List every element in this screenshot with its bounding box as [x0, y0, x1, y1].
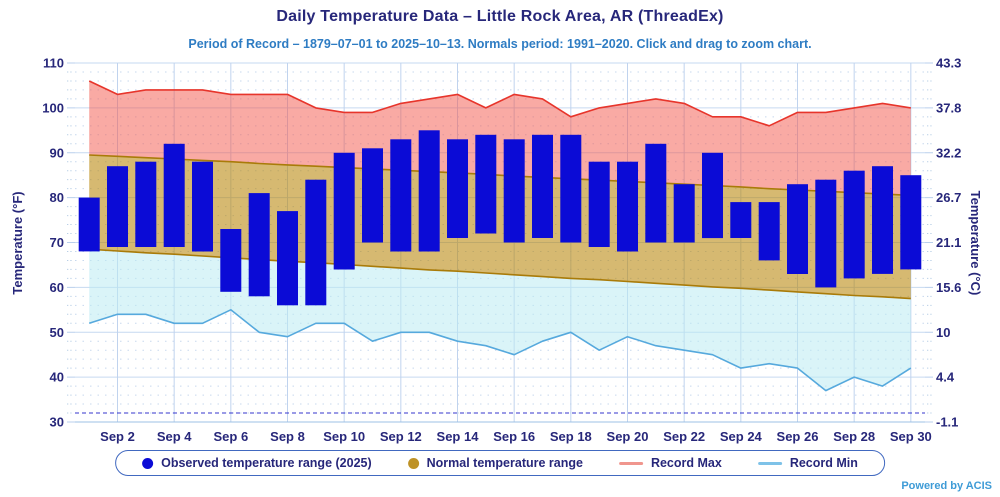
observed-range-bar[interactable] — [362, 148, 383, 243]
y-axis-label-f: 80 — [50, 190, 64, 205]
y-axis-label-f: 70 — [50, 235, 64, 250]
y-axis-title-celsius: Temperature (°C) — [968, 190, 983, 296]
y-axis-label-c: 37.8 — [936, 100, 961, 115]
observed-range-bar[interactable] — [135, 161, 157, 247]
legend-item-record-max[interactable]: Record Max — [618, 456, 722, 470]
legend-item-record-min[interactable]: Record Min — [757, 456, 858, 470]
observed-range-bar[interactable] — [673, 184, 695, 243]
observed-range-bar[interactable] — [560, 134, 582, 243]
y-axis-label-f: 90 — [50, 145, 64, 160]
x-axis-label: Sep 18 — [550, 429, 592, 444]
observed-range-marker-icon — [142, 457, 154, 469]
x-axis-label: Sep 4 — [157, 429, 192, 444]
observed-range-bar[interactable] — [78, 197, 100, 252]
x-axis-label: Sep 12 — [380, 429, 422, 444]
y-axis-label-f: 30 — [50, 415, 64, 430]
y-axis-title-fahrenheit: Temperature (°F) — [10, 191, 25, 295]
x-axis-label: Sep 28 — [833, 429, 875, 444]
x-axis-label: Sep 2 — [100, 429, 135, 444]
observed-range-bar[interactable] — [333, 152, 355, 270]
observed-range-bar[interactable] — [758, 202, 780, 261]
observed-range-bar[interactable] — [503, 139, 525, 243]
observed-range-bar[interactable] — [220, 229, 242, 292]
observed-range-bar[interactable] — [163, 143, 185, 247]
y-axis-label-f: 50 — [50, 325, 64, 340]
observed-range-bar[interactable] — [815, 179, 837, 288]
record-max-line[interactable] — [88, 80, 911, 127]
chart-title: Daily Temperature Data – Little Rock Are… — [276, 8, 724, 25]
observed-range-bar[interactable] — [532, 134, 553, 238]
legend: Observed temperature range (2025) Normal… — [115, 450, 885, 476]
y-axis-label-c: 10 — [936, 325, 950, 340]
y-axis-label-c: 26.7 — [936, 190, 961, 205]
x-axis-label: Sep 16 — [493, 429, 535, 444]
x-axis-label: Sep 14 — [437, 429, 480, 444]
x-axis-label: Sep 10 — [323, 429, 365, 444]
y-axis-label-c: 43.3 — [936, 56, 961, 71]
observed-range-bar[interactable] — [390, 139, 412, 252]
observed-range-bar[interactable] — [588, 161, 610, 247]
observed-range-bar[interactable] — [475, 134, 497, 234]
observed-range-bar[interactable] — [900, 175, 922, 270]
record-max-marker-icon — [618, 461, 643, 465]
x-axis-label: Sep 24 — [720, 429, 763, 444]
y-axis-label-c: 21.1 — [936, 235, 961, 250]
observed-range-bar[interactable] — [277, 211, 298, 306]
y-axis-label-c: 4.4 — [936, 370, 955, 385]
y-axis-label-f: 100 — [42, 100, 64, 115]
normal-range-marker-icon — [407, 457, 419, 469]
observed-range-bar[interactable] — [107, 166, 128, 247]
record-min-line[interactable] — [88, 308, 912, 392]
chart-subtitle: Period of Record – 1879–07–01 to 2025–10… — [188, 37, 812, 51]
y-axis-label-c: 15.6 — [936, 280, 961, 295]
x-axis-label: Sep 20 — [607, 429, 649, 444]
observed-range-bar[interactable] — [872, 166, 893, 274]
powered-by-acis-link[interactable]: Powered by ACIS — [901, 480, 992, 492]
record-min-marker-icon — [757, 461, 782, 465]
legend-item-normal-range[interactable]: Normal temperature range — [407, 456, 583, 470]
legend-item-observed-range[interactable]: Observed temperature range (2025) — [142, 456, 372, 470]
observed-range-bar[interactable] — [418, 130, 440, 252]
x-axis-label: Sep 22 — [663, 429, 705, 444]
x-axis-label: Sep 30 — [890, 429, 932, 444]
temperature-plot-area[interactable]: 110 43.3 100 37.8 90 32.2 80 26.7 70 21.1 60 15.6 50… — [0, 0, 1000, 450]
observed-range-bar[interactable] — [248, 193, 270, 297]
x-axis-label: Sep 26 — [777, 429, 819, 444]
observed-range-bar[interactable] — [787, 184, 808, 274]
y-axis-label-c: 32.2 — [936, 145, 961, 160]
observed-range-bar[interactable] — [730, 202, 752, 238]
observed-range-bar[interactable] — [617, 161, 638, 252]
y-axis-label-f: 110 — [43, 56, 64, 71]
x-axis-label: Sep 6 — [213, 429, 248, 444]
observed-range-bar[interactable] — [447, 139, 468, 238]
observed-range-bar[interactable] — [305, 179, 327, 306]
legend-label: Record Min — [789, 456, 858, 470]
observed-range-bar[interactable] — [843, 170, 865, 279]
observed-range-bar[interactable] — [645, 143, 667, 243]
observed-range-bar[interactable] — [702, 152, 723, 239]
normal-high-line — [89, 154, 911, 197]
y-axis-label-f: 60 — [50, 280, 64, 295]
x-axis-label: Sep 8 — [270, 429, 305, 444]
legend-label: Observed temperature range (2025) — [161, 456, 372, 470]
legend-label: Record Max — [650, 456, 722, 470]
y-axis-label-f: 40 — [50, 370, 64, 385]
legend-label: Normal temperature range — [426, 456, 583, 470]
observed-range-bar[interactable] — [192, 161, 213, 252]
y-axis-label-c: -1.1 — [936, 415, 958, 430]
